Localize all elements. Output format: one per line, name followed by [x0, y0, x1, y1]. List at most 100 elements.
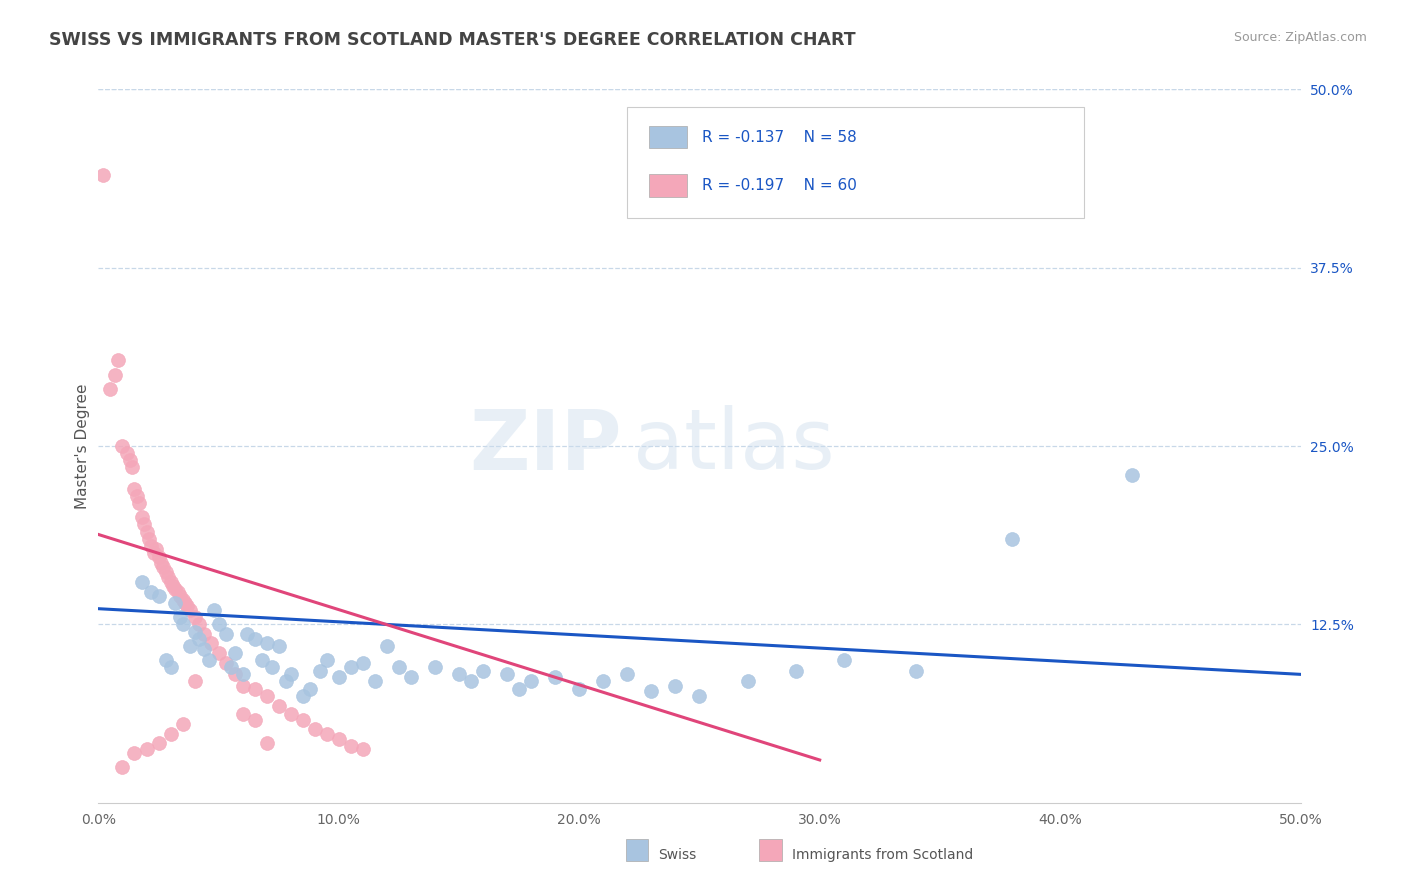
Point [280, 667, 302, 681]
Point [232, 707, 254, 722]
Point [172, 617, 194, 632]
Point [166, 584, 188, 599]
Point [256, 736, 278, 750]
Y-axis label: Master's Degree: Master's Degree [75, 384, 90, 508]
Point [200, 636, 222, 650]
Point [375, 639, 398, 653]
Point [198, 653, 221, 667]
Point [148, 589, 170, 603]
Point [291, 713, 314, 727]
Point [208, 646, 231, 660]
Text: R = -0.137    N = 58: R = -0.137 N = 58 [702, 129, 856, 145]
Point [193, 641, 215, 656]
Point [592, 674, 614, 689]
Point [423, 660, 446, 674]
Point [121, 460, 143, 475]
Point [496, 667, 519, 681]
Point [124, 746, 146, 760]
Point [91, 168, 114, 182]
Point [291, 689, 314, 703]
Point [315, 727, 337, 741]
Point [664, 679, 686, 693]
Point [155, 653, 177, 667]
Point [352, 741, 374, 756]
Point [215, 627, 238, 641]
Point [224, 667, 246, 681]
Point [148, 736, 170, 750]
Point [135, 524, 157, 539]
Point [340, 660, 363, 674]
Point [616, 667, 638, 681]
Text: Swiss: Swiss [658, 847, 696, 862]
Point [224, 646, 246, 660]
Point [162, 579, 184, 593]
Point [165, 596, 187, 610]
Point [131, 510, 153, 524]
Point [568, 681, 591, 696]
Point [308, 665, 330, 679]
Point [447, 667, 470, 681]
Text: Immigrants from Scotland: Immigrants from Scotland [792, 847, 973, 862]
Point [243, 713, 266, 727]
Point [232, 679, 254, 693]
Text: Source: ZipAtlas.com: Source: ZipAtlas.com [1233, 31, 1367, 45]
Point [132, 517, 155, 532]
Point [148, 550, 170, 565]
Point [152, 560, 174, 574]
Point [256, 636, 278, 650]
Point [202, 603, 225, 617]
Point [352, 656, 374, 670]
Point [904, 665, 927, 679]
Point [193, 627, 215, 641]
Point [176, 599, 198, 613]
Point [832, 653, 855, 667]
Point [111, 439, 134, 453]
FancyBboxPatch shape [650, 126, 688, 148]
Point [215, 656, 238, 670]
Point [124, 482, 146, 496]
Point [141, 539, 163, 553]
Point [304, 722, 326, 736]
Point [520, 674, 543, 689]
Point [1121, 467, 1143, 482]
Point [219, 660, 242, 674]
Point [298, 681, 321, 696]
FancyBboxPatch shape [627, 107, 1084, 218]
Point [183, 624, 205, 639]
Point [100, 382, 122, 396]
Point [328, 670, 350, 684]
Point [125, 489, 148, 503]
FancyBboxPatch shape [650, 174, 688, 197]
Point [183, 610, 205, 624]
Point [364, 674, 387, 689]
Point [131, 574, 153, 589]
Point [472, 665, 495, 679]
Point [640, 684, 662, 698]
Point [188, 632, 211, 646]
Point [107, 353, 129, 368]
Point [169, 610, 191, 624]
Point [460, 674, 482, 689]
Point [145, 541, 167, 556]
Text: ZIP: ZIP [468, 406, 621, 486]
Text: atlas: atlas [633, 406, 835, 486]
Point [340, 739, 363, 753]
Point [141, 584, 163, 599]
Point [328, 731, 350, 746]
Point [274, 674, 297, 689]
Point [118, 453, 141, 467]
Point [1001, 532, 1024, 546]
Point [149, 556, 172, 570]
Point [737, 674, 759, 689]
Point [399, 670, 422, 684]
Point [260, 660, 283, 674]
Point [689, 689, 711, 703]
Point [388, 660, 411, 674]
Point [544, 670, 567, 684]
Point [172, 593, 194, 607]
Text: SWISS VS IMMIGRANTS FROM SCOTLAND MASTER'S DEGREE CORRELATION CHART: SWISS VS IMMIGRANTS FROM SCOTLAND MASTER… [49, 31, 856, 49]
Point [169, 589, 191, 603]
Point [165, 582, 187, 596]
Point [256, 689, 278, 703]
Point [142, 546, 165, 560]
